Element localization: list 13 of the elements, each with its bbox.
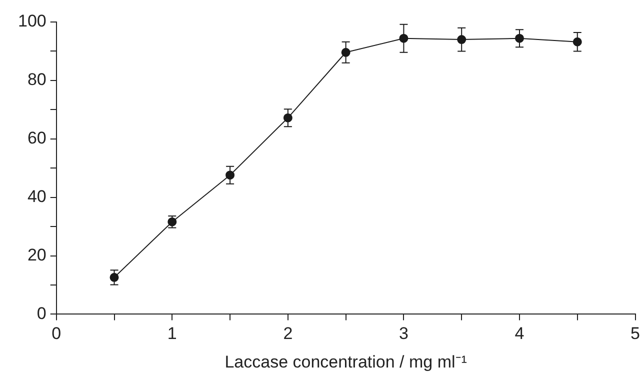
x-tick-label: 2 [283, 324, 293, 344]
x-tick-label: 1 [167, 324, 177, 344]
x-tick-label: 0 [52, 324, 62, 344]
y-tick-label: 60 [27, 128, 46, 148]
x-axis-title: Laccase concentration / mg ml⁻¹ [224, 352, 468, 372]
y-tick-label: 80 [27, 70, 46, 90]
x-tick-label: 4 [514, 324, 524, 344]
x-tick-label: 5 [630, 324, 640, 344]
x-tick-label: 3 [398, 324, 408, 344]
y-tick-label: 0 [36, 304, 46, 323]
y-tick-label: 20 [27, 245, 46, 264]
y-tick-label: 100 [18, 12, 46, 31]
y-tick-label: 40 [27, 187, 46, 206]
